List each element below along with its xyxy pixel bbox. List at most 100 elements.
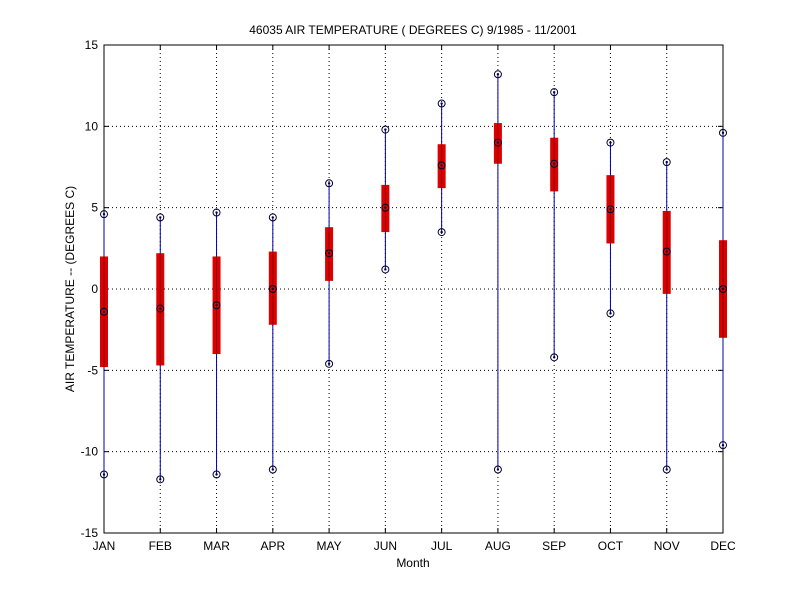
min-marker <box>606 309 615 318</box>
median-marker <box>493 138 502 147</box>
min-marker <box>719 441 727 450</box>
max-marker <box>662 158 671 167</box>
max-marker <box>719 128 727 137</box>
y-tick-label: 15 <box>85 38 99 52</box>
median-marker-dot <box>102 310 106 313</box>
median-marker <box>381 203 390 212</box>
box-feb <box>156 213 165 484</box>
median-marker-dot <box>327 252 331 255</box>
max-marker-dot <box>384 128 387 131</box>
x-tick-label: DEC <box>710 539 736 553</box>
min-marker-dot <box>159 478 162 481</box>
max-marker-dot <box>102 212 106 216</box>
median-marker-dot <box>159 307 162 310</box>
min-marker-dot <box>327 362 331 366</box>
max-marker <box>550 88 559 97</box>
max-marker-dot <box>327 182 331 185</box>
median-marker <box>100 307 108 316</box>
median-marker-dot <box>665 250 668 253</box>
min-marker-dot <box>271 468 275 471</box>
max-marker <box>381 125 390 134</box>
max-marker-dot <box>496 73 500 76</box>
y-tick-label: 10 <box>85 119 99 133</box>
median-marker-dot <box>721 287 725 291</box>
plot-area <box>104 45 723 533</box>
max-marker <box>212 208 221 217</box>
max-marker-dot <box>552 90 556 94</box>
y-tick-label: 0 <box>91 282 98 296</box>
box-jul <box>437 99 446 237</box>
max-marker-dot <box>721 131 725 135</box>
min-marker-dot <box>215 473 218 476</box>
min-marker-dot <box>102 473 106 476</box>
x-tick-label: JAN <box>93 539 116 553</box>
min-marker <box>212 470 221 479</box>
median-marker <box>550 159 559 168</box>
box-may <box>325 179 334 368</box>
median-marker <box>437 161 446 170</box>
x-tick-label: FEB <box>149 539 172 553</box>
box-jun <box>381 125 390 274</box>
min-marker <box>100 470 108 479</box>
min-marker-dot <box>552 356 556 359</box>
max-marker <box>493 70 502 79</box>
x-axis-title: Month <box>396 556 429 570</box>
max-marker-dot <box>159 216 162 219</box>
box-nov <box>662 158 671 474</box>
max-marker <box>437 99 446 108</box>
x-tick-label: OCT <box>598 539 624 553</box>
min-marker <box>268 465 277 474</box>
min-marker <box>156 475 165 484</box>
x-tick-label: AUG <box>485 539 511 553</box>
median-marker <box>606 205 615 214</box>
median-marker <box>212 301 221 310</box>
min-marker <box>437 228 446 237</box>
x-tick-label: APR <box>260 539 285 553</box>
median-marker <box>268 285 277 293</box>
min-marker <box>325 359 334 368</box>
y-tick-label: -15 <box>81 526 99 540</box>
chart-title: 46035 AIR TEMPERATURE ( DEGREES C) 9/198… <box>249 23 577 37</box>
box-sep <box>550 88 559 362</box>
box-jan <box>100 210 108 479</box>
min-marker <box>493 465 502 474</box>
max-marker <box>268 213 277 222</box>
median-marker-dot <box>552 162 556 165</box>
median-marker <box>662 247 671 256</box>
box-mar <box>212 208 221 479</box>
median-marker <box>325 249 334 258</box>
min-marker-dot <box>665 468 668 471</box>
max-marker <box>606 138 615 147</box>
box-dec <box>719 128 727 450</box>
median-marker-dot <box>215 304 218 307</box>
y-tick-label: -10 <box>81 445 99 459</box>
max-marker-dot <box>665 160 668 164</box>
min-marker-dot <box>496 468 500 471</box>
min-marker-dot <box>609 312 612 315</box>
x-tick-label: JUN <box>374 539 397 553</box>
y-tick-label: -5 <box>87 363 98 377</box>
x-tick-label: SEP <box>542 539 566 553</box>
min-marker-dot <box>440 230 443 234</box>
x-tick-labels: JAN FEB MAR APR MAY JUN JUL AUG SEP OCT NOV DEC <box>93 539 736 553</box>
min-marker <box>662 465 671 474</box>
y-axis-title: AIR TEMPERATURE -- (DEGREES C) <box>63 186 77 392</box>
median-marker <box>719 285 727 293</box>
x-tick-label: MAY <box>317 539 342 553</box>
min-marker <box>550 353 559 362</box>
max-marker <box>100 210 108 219</box>
box-apr <box>268 213 277 474</box>
max-marker-dot <box>609 141 612 144</box>
median-marker-dot <box>440 164 443 167</box>
box-oct <box>606 138 615 318</box>
max-marker-dot <box>440 102 443 105</box>
x-tick-label: MAR <box>203 539 230 553</box>
y-tick-label: 5 <box>91 201 98 215</box>
median-marker-dot <box>271 287 275 291</box>
median-marker-dot <box>384 206 387 209</box>
max-marker-dot <box>271 216 275 219</box>
min-marker-dot <box>384 268 387 271</box>
max-marker <box>156 213 165 222</box>
x-tick-label: NOV <box>654 539 680 553</box>
